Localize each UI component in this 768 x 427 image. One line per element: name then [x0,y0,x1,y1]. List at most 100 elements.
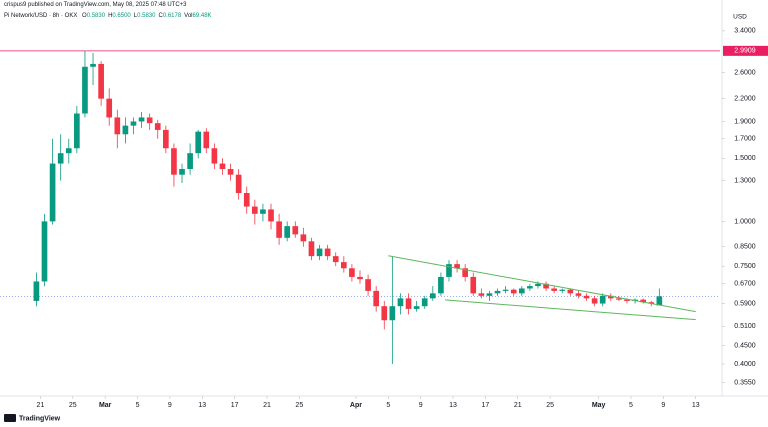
candle-body [340,262,347,269]
ohlc-item: C0.6178 [158,13,181,19]
candle-body [260,209,266,214]
candle-body [171,148,177,175]
ohlc-key: H [108,13,113,19]
candle-body [438,276,444,294]
candle-body [227,169,234,175]
candle-body [527,286,533,289]
candle-body [413,306,420,309]
candle-body [219,163,226,170]
candle-body [583,295,590,299]
candle-body [57,153,64,164]
x-tick-label: 9 [419,402,423,409]
candle-body [65,148,72,154]
candle-body [624,299,630,301]
y-tick-label: 1.5000 [734,155,756,162]
candle-body [332,256,339,263]
x-tick-label: 21 [37,402,45,409]
price-tag [723,45,768,56]
candle-body [106,98,113,118]
trendline [444,299,696,321]
y-tick-label: 0.4000 [734,361,756,368]
candle-body [365,279,371,291]
candle-body [607,295,614,299]
candle-body [648,302,655,304]
x-tick-label: 13 [692,402,700,409]
candle-body [502,289,509,291]
candle-body [211,148,218,164]
y-tick-label: 2.2000 [734,96,756,103]
y-tick-label: 2.6000 [734,70,756,77]
logo-icon [4,414,16,422]
x-tick-label: Apr [350,402,362,409]
x-tick-label: 25 [69,402,77,409]
candle-body [535,283,541,287]
x-tick-label: 21 [514,402,522,409]
candle-body [243,193,250,207]
x-tick-label: Mar [99,402,112,409]
candle-body [429,293,436,299]
candle-body [381,306,388,321]
y-tick-label: 3.4000 [734,28,756,35]
legend: Pi Network/USD · 8h · OKX O0.5830 H0.6500… [4,13,215,19]
candle-body [616,298,622,300]
candle-body [316,248,323,257]
candle-body [397,298,404,307]
candle-body [599,295,606,304]
candle-body [510,289,517,294]
x-tick-label: 21 [263,402,271,409]
candle-body [591,298,598,304]
candle-body [640,299,646,303]
candle-body [349,268,355,277]
x-tick-label: 5 [386,402,390,409]
candle-body [90,63,96,67]
currency: USD [733,14,747,21]
price-tag-label: 2.9909 [734,48,756,55]
candle-body [268,209,274,222]
candle-body [130,121,137,126]
candle-body [146,117,153,124]
symbol: Pi Network/USD · 8h · OKX [4,13,78,19]
x-tick-label: 5 [136,402,140,409]
candle-body [195,131,202,154]
candle-body [373,290,380,307]
y-tick-label: 0.5100 [734,323,756,330]
y-tick-label: 1.9000 [734,118,756,125]
candle-body [187,153,193,170]
ohlc-value: 0.5830 [137,13,156,19]
y-tick-label: 0.8500 [734,244,756,251]
y-tick-label: 0.5900 [734,300,756,307]
candle-body [462,268,468,277]
x-tick-label: 5 [629,402,633,409]
y-tick-label: 0.3550 [734,379,756,386]
y-tick-label: 0.6700 [734,281,756,288]
candle-body [82,66,88,114]
candle-body [357,276,363,280]
candle-body [567,289,574,294]
candle-body [122,125,129,135]
candle-body [114,117,121,135]
x-tick-label: 17 [231,402,239,409]
candle-body [49,163,56,222]
candle-body [478,293,485,296]
candle-body [300,234,307,242]
ohlc-key: O [82,13,87,19]
candle-body [470,276,477,294]
candle-body [179,169,185,175]
ohlc-key: Vol [184,13,193,19]
candle-body [518,288,525,294]
candle-body [656,296,663,306]
candle-body [494,290,501,294]
candle-body [154,123,161,130]
candle-body [543,283,549,289]
candle-body [284,226,291,238]
candle-body [559,289,566,291]
x-tick-label: 25 [546,402,554,409]
candle-body [252,206,258,214]
attribution: crispus9 published on TradingView.com, M… [4,2,187,8]
x-tick-label: 13 [198,402,206,409]
ohlc-value: 0.6178 [162,13,182,19]
x-tick-label: 25 [295,402,303,409]
x-tick-label: May [592,402,606,409]
ohlc-value: 0.5830 [86,13,106,19]
